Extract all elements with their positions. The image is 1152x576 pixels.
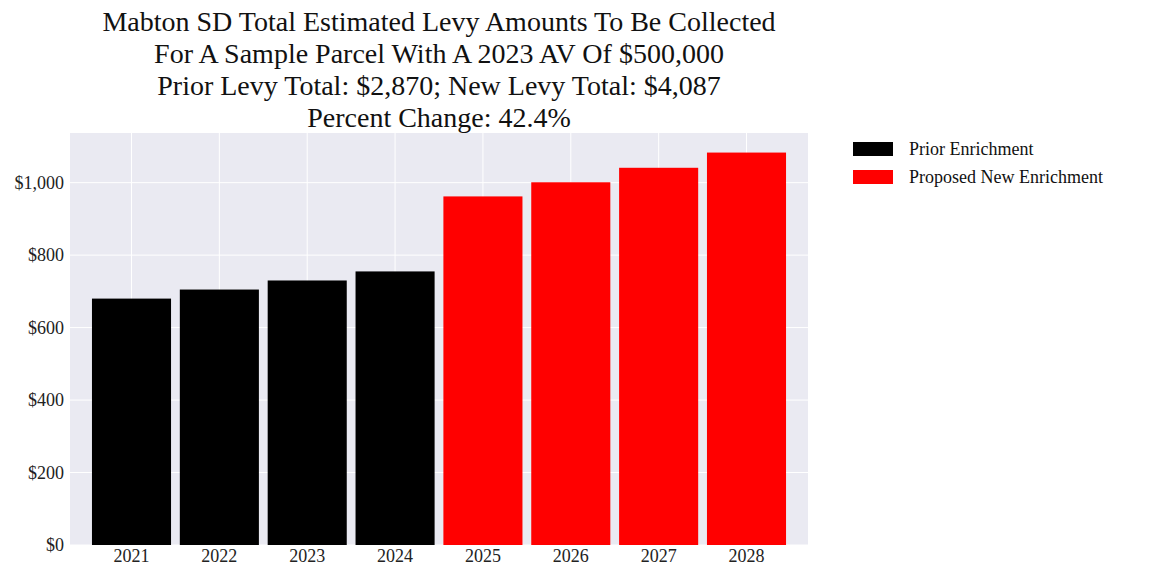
y-tick-label: $800 [28,245,64,265]
bar [443,196,522,545]
bar [268,280,347,545]
bars [92,153,786,545]
x-tick-label: 2027 [641,546,677,566]
x-tick-label: 2022 [201,546,237,566]
grid [70,133,808,545]
y-tick-label: $400 [28,390,64,410]
x-tick-label: 2024 [377,546,413,566]
x-tick-label: 2023 [289,546,325,566]
legend-label: Prior Enrichment [909,139,1033,159]
legend-swatch [853,142,893,156]
y-tick-label: $600 [28,318,64,338]
chart: $0 $200 $400 $600 $800 $1,000 2021 2022 2023 2024… [0,0,1152,576]
legend: Prior Enrichment Proposed New Enrichment [853,139,1103,187]
bar [619,168,698,545]
title-line: For A Sample Parcel With A 2023 AV Of $5… [154,38,724,69]
legend-swatch [853,170,893,184]
bar [531,182,610,545]
legend-label: Proposed New Enrichment [909,167,1103,187]
y-tick-label: $1,000 [15,173,65,193]
title-line: Prior Levy Total: $2,870; New Levy Total… [157,70,721,101]
x-tick-label: 2026 [553,546,589,566]
title-line: Mabton SD Total Estimated Levy Amounts T… [102,6,775,37]
x-tick-label: 2021 [114,546,150,566]
y-tick-label: $0 [46,535,64,555]
title: Mabton SD Total Estimated Levy Amounts T… [102,6,775,133]
bar [92,299,171,545]
bar [707,153,786,545]
x-tick-label: 2025 [465,546,501,566]
bar [180,290,259,545]
title-line: Percent Change: 42.4% [307,102,571,133]
plot-background [70,133,808,545]
axes: $0 $200 $400 $600 $800 $1,000 2021 2022 2023 2024… [15,173,765,566]
y-tick-label: $200 [28,463,64,483]
bar [356,271,435,545]
x-tick-label: 2028 [729,546,765,566]
